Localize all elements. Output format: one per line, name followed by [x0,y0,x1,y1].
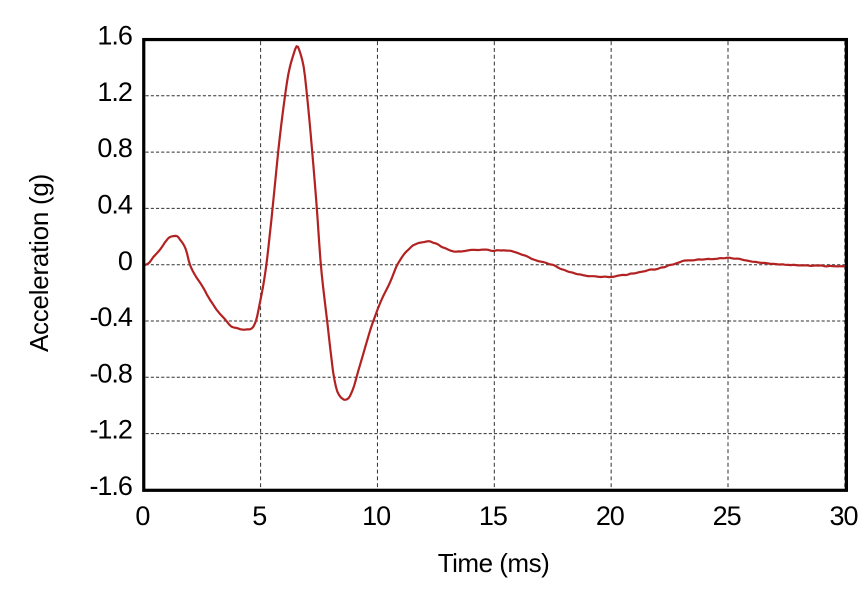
svg-text:1.6: 1.6 [97,21,131,51]
svg-text:20: 20 [596,501,624,531]
svg-text:5: 5 [252,501,266,531]
svg-text:10: 10 [362,501,390,531]
svg-text:0: 0 [118,246,132,276]
svg-text:0.4: 0.4 [97,190,132,220]
svg-text:-1.2: -1.2 [89,415,131,445]
svg-text:25: 25 [713,501,741,531]
svg-text:0: 0 [135,501,149,531]
svg-text:Acceleration (g): Acceleration (g) [24,174,54,352]
svg-text:1.2: 1.2 [97,77,131,107]
svg-text:Time (ms): Time (ms) [438,548,550,578]
svg-text:-0.8: -0.8 [89,358,131,388]
svg-text:0.8: 0.8 [97,133,131,163]
svg-text:-0.4: -0.4 [89,302,132,332]
svg-text:15: 15 [479,501,507,531]
svg-text:-1.6: -1.6 [89,471,131,501]
svg-text:30: 30 [830,501,858,531]
